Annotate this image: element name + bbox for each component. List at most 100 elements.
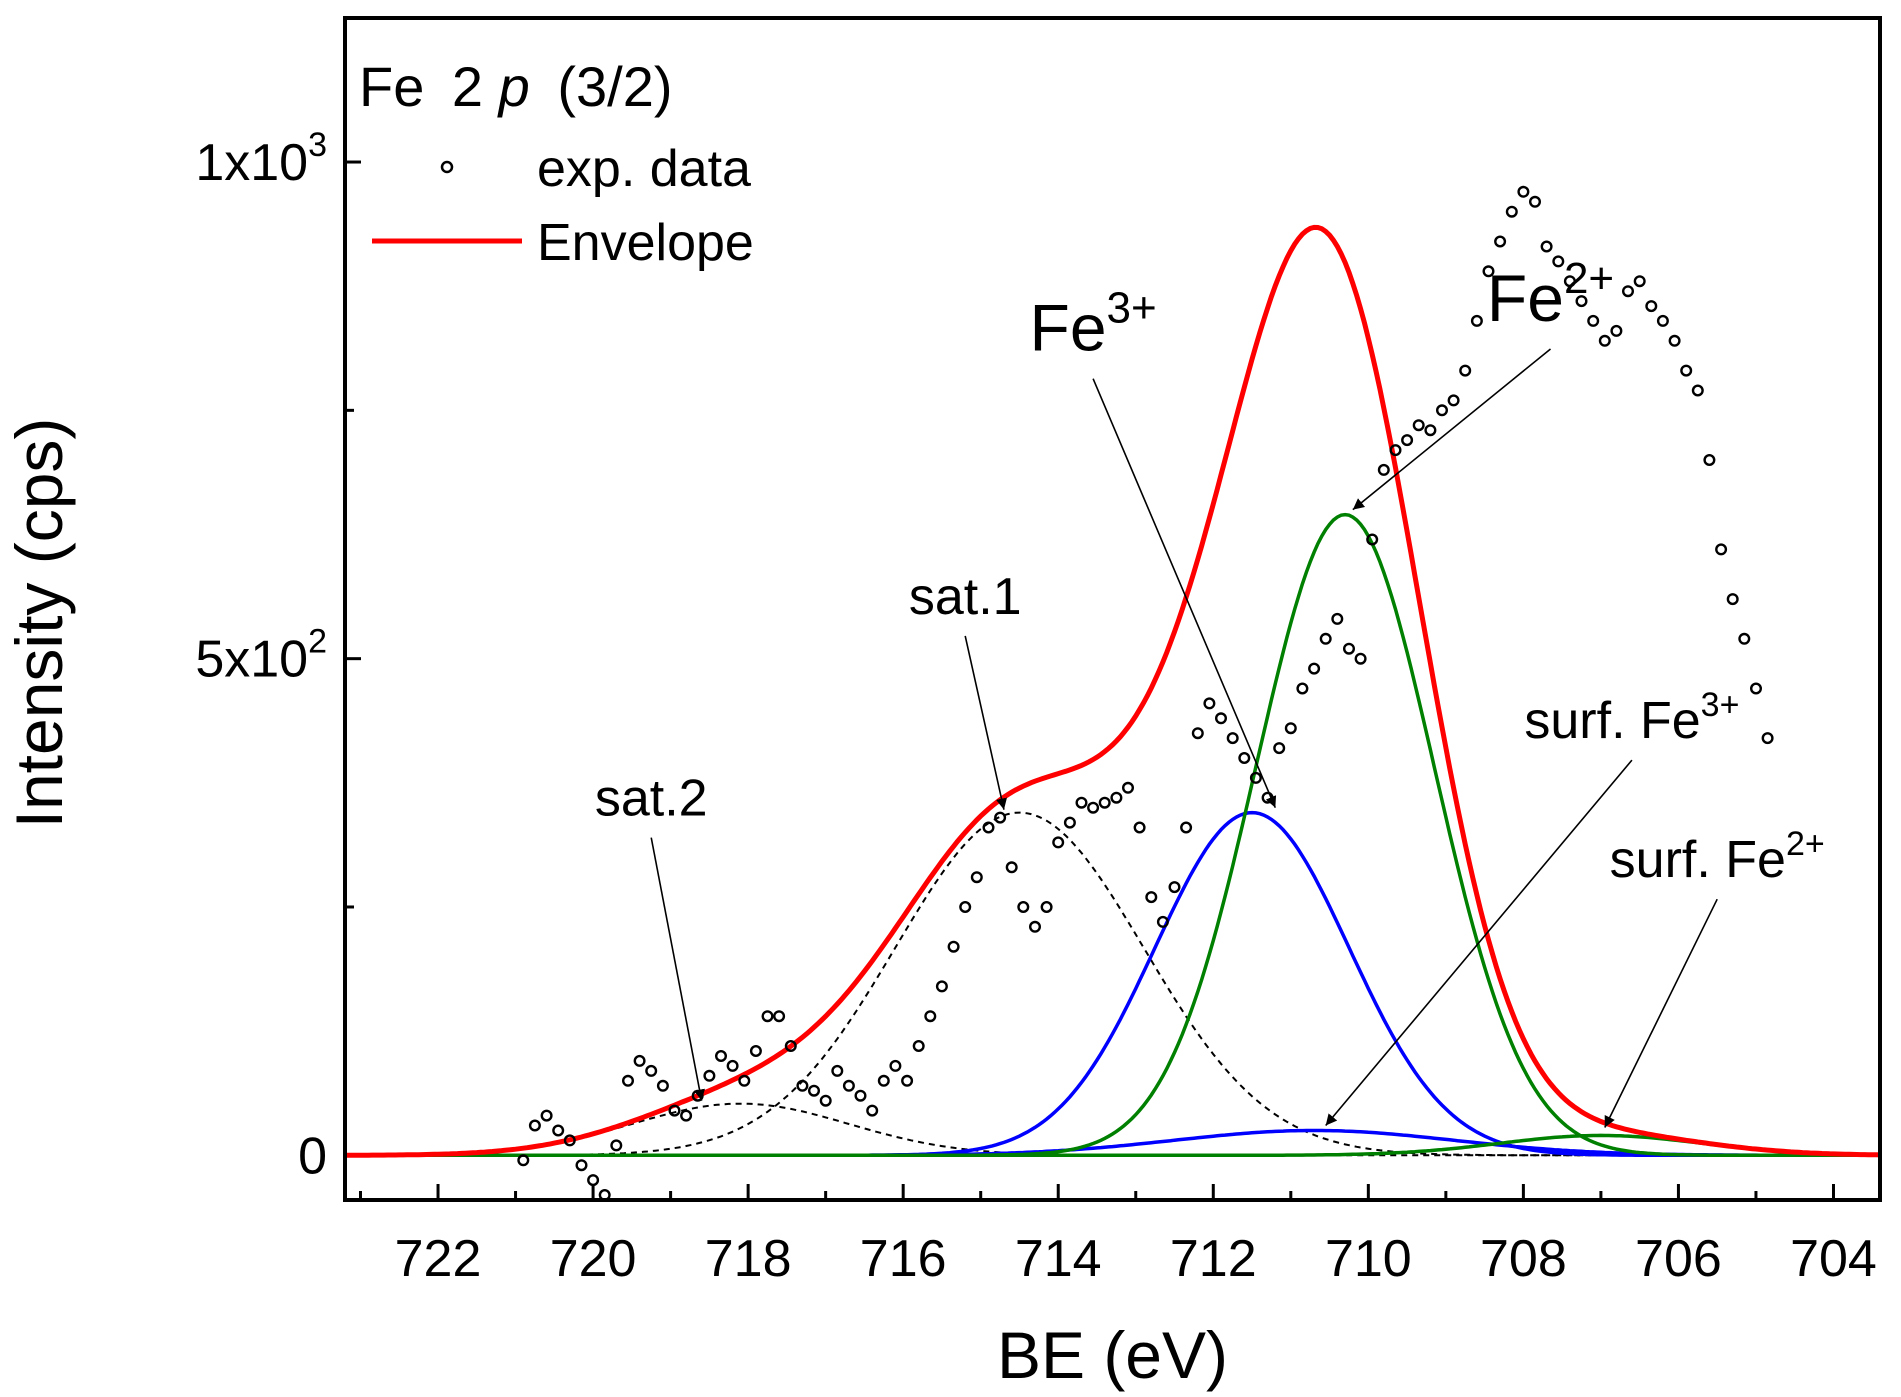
exp-data-point (924, 1010, 937, 1023)
arrow-fe2- (1352, 348, 1552, 511)
exp-data-point (1110, 791, 1123, 804)
exp-data-point (1738, 632, 1751, 645)
exp-data-point (1238, 752, 1251, 765)
exp-data-point (1017, 901, 1030, 914)
x-tick-label: 710 (1325, 1230, 1412, 1288)
exp-data-point (1517, 185, 1530, 198)
exp-data-point (959, 901, 972, 914)
exp-data-point (831, 1064, 844, 1077)
exp-data-point (1470, 314, 1483, 327)
exp-data-point (1563, 275, 1576, 288)
exp-data-point (1203, 697, 1216, 710)
x-tick-label: 716 (860, 1230, 947, 1288)
exp-data-point (1005, 861, 1018, 874)
exp-data-point (1645, 300, 1658, 313)
exp-data-point (1424, 424, 1437, 437)
title-orbital: 2 (452, 55, 483, 118)
exp-data-point (1494, 235, 1507, 248)
exp-data-point (1087, 801, 1100, 814)
exp-data-point (1575, 295, 1588, 308)
y-axis-title: Intensity (cps) (2, 418, 76, 829)
exp-data-point (1040, 901, 1053, 914)
exp-data-point (633, 1054, 646, 1067)
exp-data-point (1691, 384, 1704, 397)
exp-data-point (1412, 419, 1425, 432)
exp-data-point (866, 1104, 879, 1117)
tick-marks (345, 160, 1835, 1200)
x-tick-label: 720 (550, 1230, 637, 1288)
component-curve-surf-fe2- (345, 1133, 1880, 1158)
exp-data-point (819, 1094, 832, 1107)
exp-data-point (563, 1134, 576, 1147)
exp-data-point (1168, 881, 1181, 894)
exp-data-point (901, 1074, 914, 1087)
exp-data-point (1505, 205, 1518, 218)
exp-data-point (1249, 771, 1262, 784)
x-tick-label: 718 (705, 1230, 792, 1288)
exp-data-point (796, 1079, 809, 1092)
exp-data-point (587, 1174, 600, 1187)
y-tick-label: 1x103 (195, 126, 327, 192)
exp-data-point (1052, 836, 1065, 849)
arrow-sat-2 (650, 837, 706, 1101)
label-fe3-: Fe3+ (1030, 284, 1157, 365)
exp-data-point (1028, 920, 1041, 933)
legend-label-exp-data: exp. data (537, 140, 751, 198)
arrow-sat-1 (964, 635, 1007, 810)
x-tick-label: 712 (1170, 1230, 1257, 1288)
exp-data-point (1459, 364, 1472, 377)
exp-data-point (726, 1059, 739, 1072)
exp-data-point (680, 1109, 693, 1122)
exp-data-point (994, 811, 1007, 824)
exp-data-point (738, 1074, 751, 1087)
exp-data-point (656, 1079, 669, 1092)
exp-data-point (1284, 722, 1297, 735)
exp-data-point (1633, 275, 1646, 288)
exp-data-point (982, 821, 995, 834)
exp-data-point (1540, 240, 1553, 253)
exp-data-point (668, 1104, 681, 1117)
exp-data-point (1121, 781, 1134, 794)
exp-data-point (1749, 682, 1762, 695)
legend-label-envelope: Envelope (537, 214, 754, 272)
exp-data-point (622, 1074, 635, 1087)
exp-data-point (703, 1069, 716, 1082)
label-fe2-: Fe2+ (1487, 254, 1614, 335)
exp-data-point (1587, 314, 1600, 327)
exp-data-point (1319, 632, 1332, 645)
exp-data-point (842, 1079, 855, 1092)
label-sat-2: sat.2 (595, 770, 708, 828)
title-fraction: (3/2) (557, 55, 672, 118)
y-tick-label: 5x102 (195, 623, 327, 689)
exp-data-point (1180, 821, 1193, 834)
exp-data-point (773, 1010, 786, 1023)
exp-data-point (1354, 652, 1367, 665)
exp-data-point (1552, 255, 1565, 268)
exp-data-point (1761, 732, 1774, 745)
exp-data-point (947, 940, 960, 953)
label-sat-1: sat.1 (909, 568, 1022, 626)
exp-data-point (1063, 816, 1076, 829)
exp-data-point (1098, 796, 1111, 809)
exp-data-point (784, 1039, 797, 1052)
exp-data-point (1214, 712, 1227, 725)
legend-marker-exp-data (440, 160, 454, 174)
exp-data-point (1435, 404, 1448, 417)
arrow-fe3- (1092, 378, 1277, 808)
exp-data-point (1726, 593, 1739, 606)
exp-data-point (1342, 642, 1355, 655)
envelope-curve (345, 224, 1880, 1158)
exp-data-point (1528, 195, 1541, 208)
exp-data-point (877, 1074, 890, 1087)
x-tick-label: 722 (395, 1230, 482, 1288)
exp-data-point (1680, 364, 1693, 377)
series-layer (345, 224, 1880, 1158)
exp-data-point (1296, 682, 1309, 695)
exp-data-point (1377, 463, 1390, 476)
label-surf-fe3-: surf. Fe3+ (1524, 686, 1739, 750)
exp-data-point (715, 1049, 728, 1062)
x-axis-title: BE (eV) (997, 1318, 1228, 1392)
exp-data-point (1401, 434, 1414, 447)
exp-data-point (808, 1084, 821, 1097)
